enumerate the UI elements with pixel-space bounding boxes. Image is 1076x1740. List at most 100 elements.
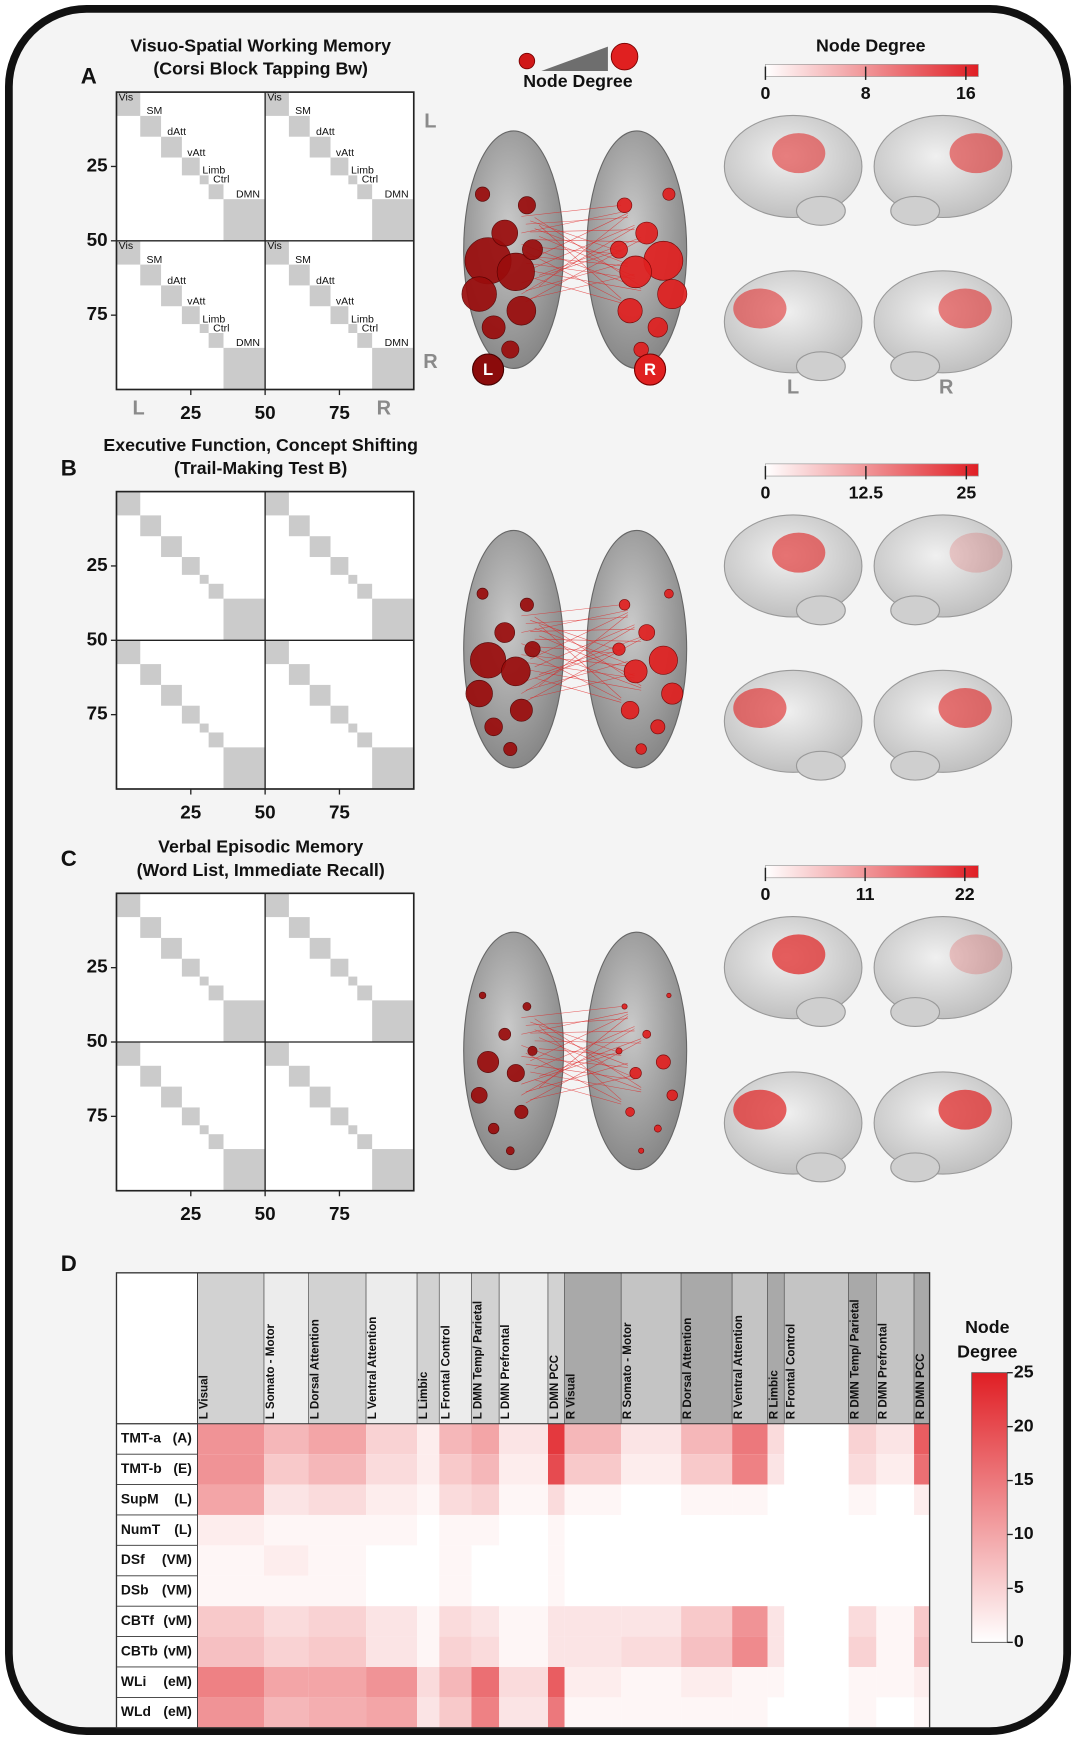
brain-node <box>638 1147 645 1154</box>
brain-node <box>648 645 678 675</box>
row-label: CBTf <box>121 1612 154 1628</box>
heatmap-cell <box>366 1606 418 1637</box>
heatmap-cell <box>308 1484 367 1515</box>
heatmap-cell <box>732 1545 768 1576</box>
network-label: Ctrl <box>213 174 229 186</box>
network-block <box>116 240 141 265</box>
heatmap-cell <box>197 1636 265 1667</box>
brain-node <box>494 622 516 643</box>
heatmap-cell <box>767 1484 785 1515</box>
network-block <box>330 958 349 977</box>
legend-title: Node Degree <box>523 71 633 91</box>
column-label: R Somato - Motor <box>621 1322 634 1419</box>
brain-activation <box>949 934 1003 975</box>
heatmap-cell <box>499 1484 548 1515</box>
heatmap-cell <box>547 1484 565 1515</box>
column-label: L Frontal Control <box>439 1325 452 1419</box>
brain-right-hemisphere <box>586 529 688 769</box>
brain-view <box>873 514 1013 618</box>
heatmap-cell <box>767 1514 785 1546</box>
colorbar-tick-label: 0 <box>760 483 770 503</box>
row-label: CBTb <box>121 1642 158 1658</box>
legend-node-small <box>518 52 536 70</box>
panel-title: Verbal Episodic Memory <box>158 836 363 856</box>
brain-activation <box>772 934 826 975</box>
row-domain: (L) <box>174 1521 192 1537</box>
heatmap-cell <box>471 1454 500 1485</box>
brain-node <box>612 642 626 656</box>
network-label: DMN <box>385 189 409 201</box>
heatmap-cell <box>499 1545 548 1576</box>
brain-node <box>621 1003 628 1010</box>
network-label: Vis <box>267 91 281 103</box>
connection <box>530 273 635 299</box>
network-label: Ctrl <box>213 322 229 334</box>
network-block <box>199 1125 209 1135</box>
heatmap-cell <box>197 1575 265 1607</box>
panel-label: A <box>81 64 97 89</box>
brain-node <box>461 276 497 312</box>
heatmap-cell <box>621 1454 682 1485</box>
heatmap-cell <box>914 1514 930 1546</box>
network-block <box>116 893 141 918</box>
heatmap-cell <box>876 1636 915 1667</box>
heatmap-cell <box>417 1545 440 1576</box>
connection <box>525 651 622 701</box>
network-block <box>372 598 414 641</box>
connection <box>534 677 622 703</box>
heatmap-cell <box>876 1697 915 1728</box>
colorbar-title: Node <box>965 1317 1009 1337</box>
connection <box>538 614 629 687</box>
heatmap-cell <box>848 1423 877 1455</box>
heatmap-cell <box>499 1697 548 1728</box>
heatmap-cell <box>366 1666 418 1698</box>
connection <box>521 1011 628 1035</box>
row-label: SupM <box>121 1490 159 1506</box>
network-block <box>208 332 224 348</box>
colorbar <box>765 463 979 477</box>
network-block <box>348 324 358 333</box>
x-tick-label: 50 <box>255 801 276 822</box>
brain-node <box>616 197 633 213</box>
network-label: Vis <box>119 91 133 103</box>
colorbar-tick-label: 8 <box>861 83 871 103</box>
heatmap-cell <box>417 1575 440 1607</box>
brain-node <box>650 719 666 735</box>
heatmap-cell <box>848 1606 877 1637</box>
network-block <box>330 306 349 325</box>
connection <box>534 228 628 265</box>
y-tick-label: 75 <box>87 703 108 724</box>
heatmap-cell <box>471 1636 500 1667</box>
legend-node-large <box>610 42 639 71</box>
x-tick-label: 50 <box>255 402 276 423</box>
brain-node <box>662 187 676 201</box>
heatmap-cell <box>876 1454 915 1485</box>
colorbar <box>971 1372 1008 1643</box>
view-label: L <box>787 377 799 399</box>
connection <box>539 1038 642 1077</box>
brain-node <box>522 239 543 261</box>
brain-activation <box>949 532 1003 573</box>
heatmap-cell <box>499 1575 548 1607</box>
heatmap-cell <box>264 1575 309 1607</box>
brain-label-badge <box>633 353 667 386</box>
network-block <box>330 157 349 176</box>
connection <box>534 1029 628 1066</box>
brain-node <box>661 682 684 705</box>
heatmap-cell <box>767 1666 785 1698</box>
heatmap-cell <box>308 1545 367 1576</box>
network-block <box>357 985 373 1001</box>
colorbar-tick-label: 11 <box>856 884 875 904</box>
connection <box>530 1021 622 1054</box>
row-domain: (E) <box>173 1460 191 1476</box>
connection <box>530 620 622 652</box>
heatmap-cell <box>197 1545 265 1576</box>
network-block <box>372 747 414 789</box>
column-header <box>263 1272 309 1425</box>
panel-label: D <box>61 1251 77 1276</box>
network-block <box>288 1065 310 1087</box>
heatmap-cell <box>784 1545 849 1576</box>
row-domain: (eM) <box>163 1673 191 1689</box>
network-block <box>348 574 358 584</box>
connection <box>525 662 635 679</box>
